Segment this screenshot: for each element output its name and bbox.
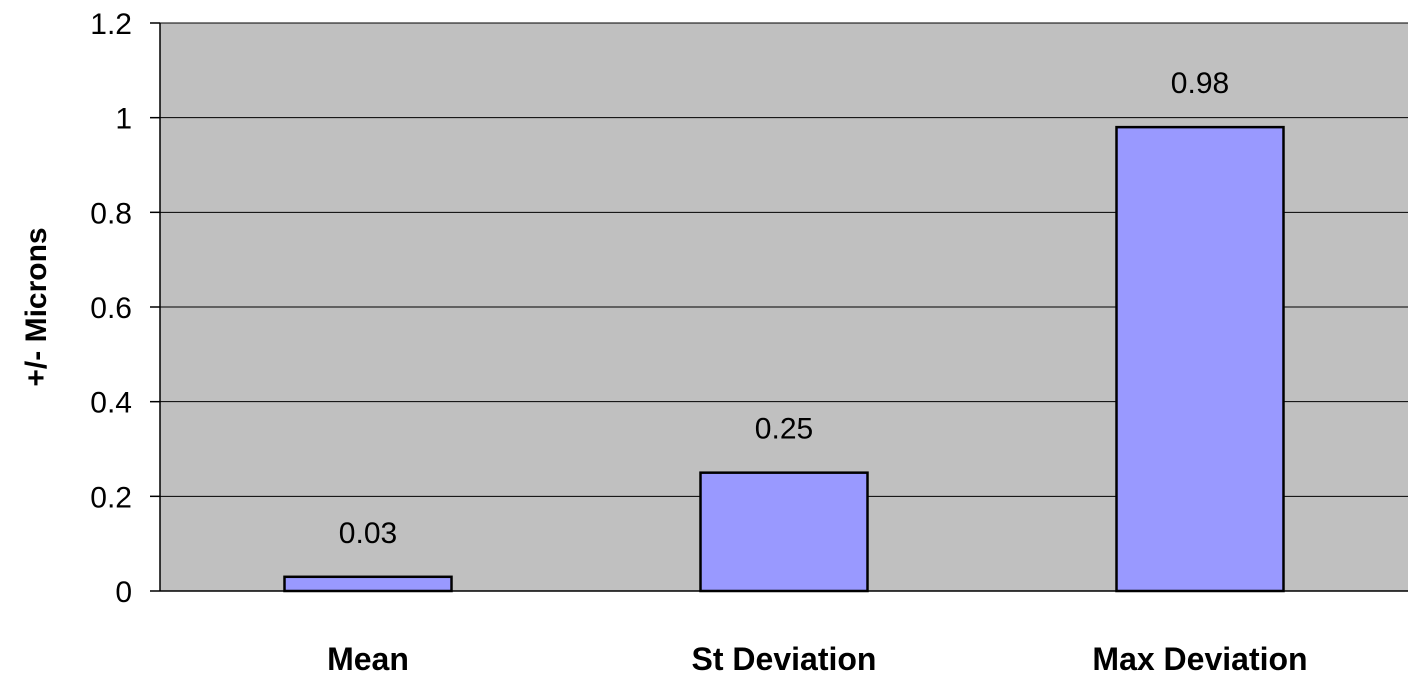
bar-max-deviation — [1115, 125, 1285, 593]
bar-mean — [283, 575, 453, 593]
data-label: 0.03 — [339, 517, 397, 550]
y-axis-ticks: 0 0.2 0.4 0.6 0.8 1 1.2 — [90, 8, 160, 609]
data-label: 0.98 — [1171, 67, 1229, 100]
x-category-label: Max Deviation — [1092, 641, 1307, 676]
y-tick-label: 0.8 — [90, 197, 132, 230]
y-tick-label: 1.2 — [90, 8, 132, 41]
x-category-label: Mean — [327, 641, 409, 676]
y-tick-label: 0 — [115, 576, 132, 609]
y-tick-label: 0.2 — [90, 481, 132, 514]
y-tick-label: 0.6 — [90, 292, 132, 325]
data-label: 0.25 — [755, 413, 813, 446]
bar-st-deviation — [699, 471, 869, 593]
data-labels: 0.03 0.25 0.98 — [339, 67, 1229, 550]
bars — [283, 125, 1285, 593]
y-tick-label: 0.4 — [90, 387, 132, 420]
category-labels: Mean St Deviation Max Deviation — [327, 641, 1307, 676]
x-category-label: St Deviation — [692, 641, 877, 676]
gridlines — [160, 22, 1408, 497]
y-axis-title: +/- Microns — [20, 227, 53, 386]
y-tick-label: 1 — [115, 103, 132, 136]
